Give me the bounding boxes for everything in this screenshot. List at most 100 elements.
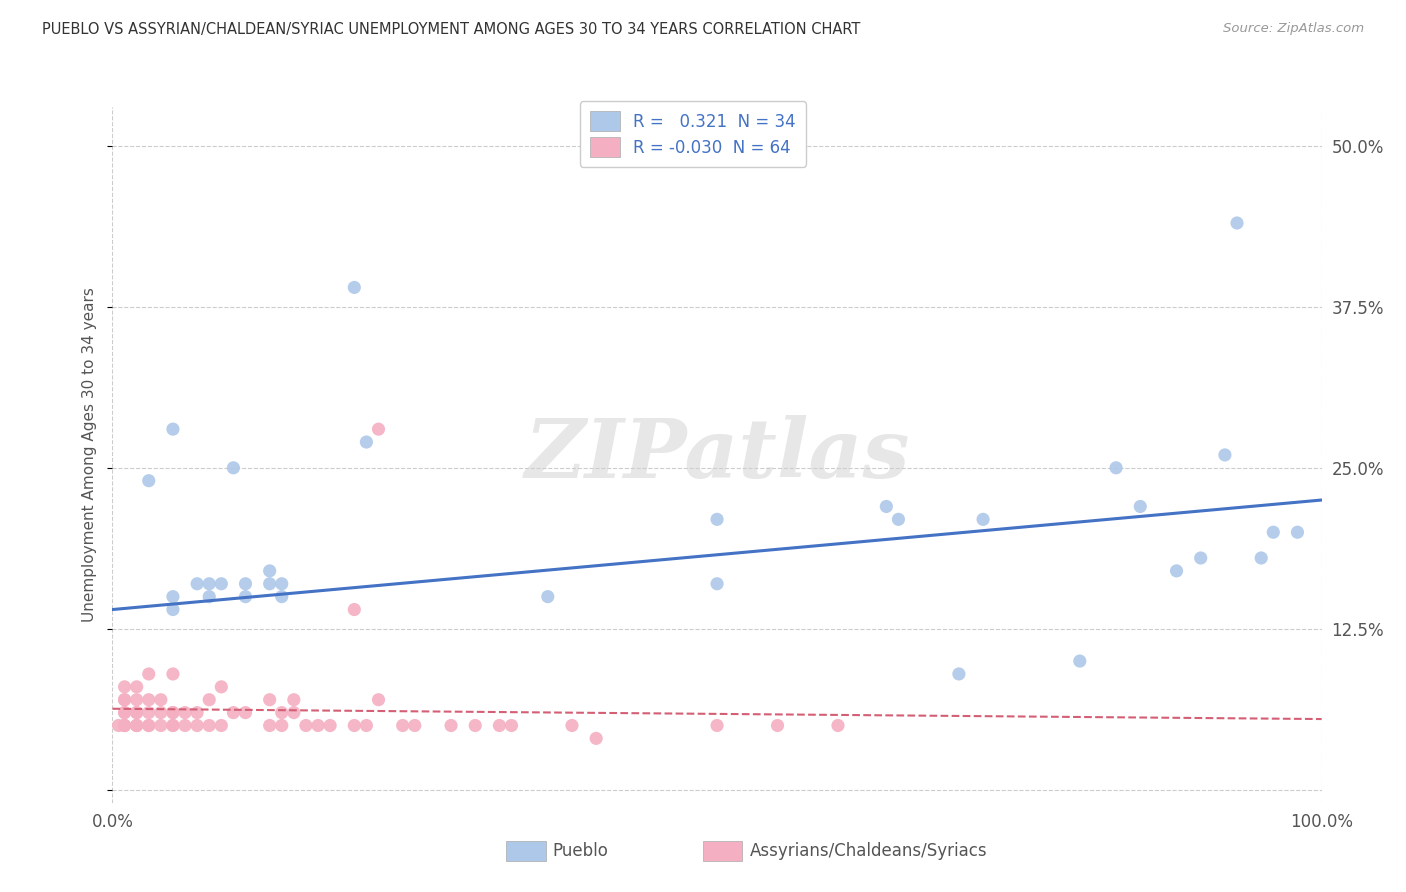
- Point: [162, 590, 184, 604]
- Point: [295, 718, 318, 732]
- Point: [174, 706, 197, 720]
- Point: [270, 718, 292, 732]
- Point: [319, 718, 342, 732]
- Point: [138, 718, 160, 732]
- Point: [501, 718, 523, 732]
- Point: [162, 718, 184, 732]
- Point: [307, 718, 329, 732]
- Point: [259, 692, 281, 706]
- Point: [138, 718, 160, 732]
- Point: [706, 512, 728, 526]
- Point: [367, 422, 389, 436]
- Point: [537, 590, 560, 604]
- Point: [114, 680, 136, 694]
- Point: [1263, 525, 1285, 540]
- Point: [174, 718, 197, 732]
- Point: [356, 435, 378, 450]
- Point: [222, 460, 245, 475]
- Point: [259, 718, 281, 732]
- Text: Source: ZipAtlas.com: Source: ZipAtlas.com: [1223, 22, 1364, 36]
- Y-axis label: Unemployment Among Ages 30 to 34 years: Unemployment Among Ages 30 to 34 years: [82, 287, 97, 623]
- Point: [1286, 525, 1309, 540]
- Point: [162, 422, 184, 436]
- Point: [1213, 448, 1236, 462]
- Point: [270, 706, 292, 720]
- Point: [404, 718, 426, 732]
- Point: [706, 576, 728, 591]
- Point: [149, 692, 172, 706]
- Point: [114, 692, 136, 706]
- Point: [561, 718, 583, 732]
- Point: [107, 718, 129, 732]
- Point: [114, 692, 136, 706]
- Point: [198, 718, 221, 732]
- Point: [766, 718, 789, 732]
- Point: [488, 718, 510, 732]
- Point: [138, 667, 160, 681]
- Point: [186, 706, 208, 720]
- Point: [343, 718, 366, 732]
- Point: [162, 667, 184, 681]
- Point: [1189, 551, 1212, 566]
- Point: [235, 706, 257, 720]
- Point: [138, 706, 160, 720]
- Point: [391, 718, 413, 732]
- Text: ZIPatlas: ZIPatlas: [524, 415, 910, 495]
- Point: [875, 500, 897, 514]
- Point: [114, 718, 136, 732]
- Point: [887, 512, 910, 526]
- Point: [343, 602, 366, 616]
- Point: [138, 692, 160, 706]
- Point: [209, 718, 232, 732]
- Point: [222, 706, 245, 720]
- Point: [1105, 460, 1128, 475]
- Point: [209, 576, 232, 591]
- Point: [1166, 564, 1188, 578]
- Point: [114, 706, 136, 720]
- Point: [367, 692, 389, 706]
- Point: [209, 680, 232, 694]
- Point: [186, 576, 208, 591]
- Point: [464, 718, 486, 732]
- Point: [125, 680, 148, 694]
- Point: [114, 718, 136, 732]
- Point: [125, 692, 148, 706]
- Point: [125, 706, 148, 720]
- Point: [125, 718, 148, 732]
- Point: [283, 706, 305, 720]
- Point: [1250, 551, 1272, 566]
- Point: [283, 692, 305, 706]
- Point: [125, 718, 148, 732]
- Legend: R =   0.321  N = 34, R = -0.030  N = 64: R = 0.321 N = 34, R = -0.030 N = 64: [579, 102, 806, 167]
- Point: [125, 718, 148, 732]
- Point: [162, 706, 184, 720]
- Point: [972, 512, 994, 526]
- Point: [162, 718, 184, 732]
- Point: [270, 576, 292, 591]
- Point: [585, 731, 607, 746]
- Point: [198, 692, 221, 706]
- Point: [343, 280, 366, 294]
- Point: [1129, 500, 1152, 514]
- Text: Assyrians/Chaldeans/Syriacs: Assyrians/Chaldeans/Syriacs: [749, 842, 987, 860]
- Point: [235, 590, 257, 604]
- Point: [706, 718, 728, 732]
- Point: [948, 667, 970, 681]
- Point: [186, 718, 208, 732]
- Point: [149, 706, 172, 720]
- Point: [198, 590, 221, 604]
- Point: [259, 564, 281, 578]
- Point: [270, 590, 292, 604]
- Point: [827, 718, 849, 732]
- Point: [125, 706, 148, 720]
- Point: [114, 718, 136, 732]
- Point: [162, 602, 184, 616]
- Point: [138, 474, 160, 488]
- Point: [259, 576, 281, 591]
- Point: [114, 706, 136, 720]
- Point: [356, 718, 378, 732]
- Point: [198, 576, 221, 591]
- Text: PUEBLO VS ASSYRIAN/CHALDEAN/SYRIAC UNEMPLOYMENT AMONG AGES 30 TO 34 YEARS CORREL: PUEBLO VS ASSYRIAN/CHALDEAN/SYRIAC UNEMP…: [42, 22, 860, 37]
- Text: Pueblo: Pueblo: [553, 842, 609, 860]
- Point: [149, 718, 172, 732]
